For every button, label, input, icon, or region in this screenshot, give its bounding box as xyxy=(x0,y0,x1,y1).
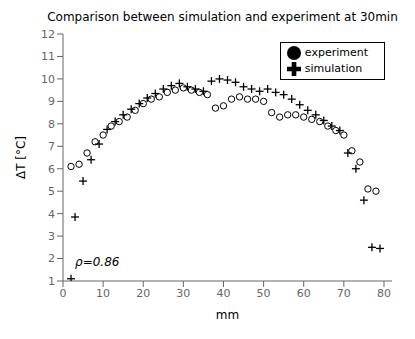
svg-text:ρ=0.86: ρ=0.86 xyxy=(75,255,120,269)
svg-text:2: 2 xyxy=(48,252,55,265)
svg-text:10: 10 xyxy=(41,73,55,86)
svg-text:mm: mm xyxy=(216,308,239,322)
svg-text:ΔT [°C]: ΔT [°C] xyxy=(14,136,28,179)
svg-text:60: 60 xyxy=(297,287,311,300)
svg-text:8: 8 xyxy=(48,118,55,131)
svg-text:1: 1 xyxy=(48,275,55,288)
html-text:simulation: simulation xyxy=(304,62,363,75)
svg-text:4: 4 xyxy=(48,208,55,221)
svg-text:0: 0 xyxy=(60,287,67,300)
html-text:experiment: experiment xyxy=(304,46,368,59)
svg-text:20: 20 xyxy=(136,287,150,300)
svg-text:80: 80 xyxy=(377,287,391,300)
svg-text:9: 9 xyxy=(48,95,55,108)
svg-text:12: 12 xyxy=(41,28,55,41)
svg-text:40: 40 xyxy=(216,287,230,300)
svg-text:7: 7 xyxy=(48,140,55,153)
svg-text:3: 3 xyxy=(48,230,55,243)
svg-text:6: 6 xyxy=(48,163,55,176)
html-text:Comparison between simulation: Comparison between simulation and experi… xyxy=(47,10,398,24)
svg-text:5: 5 xyxy=(48,185,55,198)
svg-text:70: 70 xyxy=(337,287,351,300)
svg-text:10: 10 xyxy=(96,287,110,300)
svg-text:50: 50 xyxy=(257,287,271,300)
svg-text:11: 11 xyxy=(41,50,55,63)
svg-text:30: 30 xyxy=(176,287,190,300)
